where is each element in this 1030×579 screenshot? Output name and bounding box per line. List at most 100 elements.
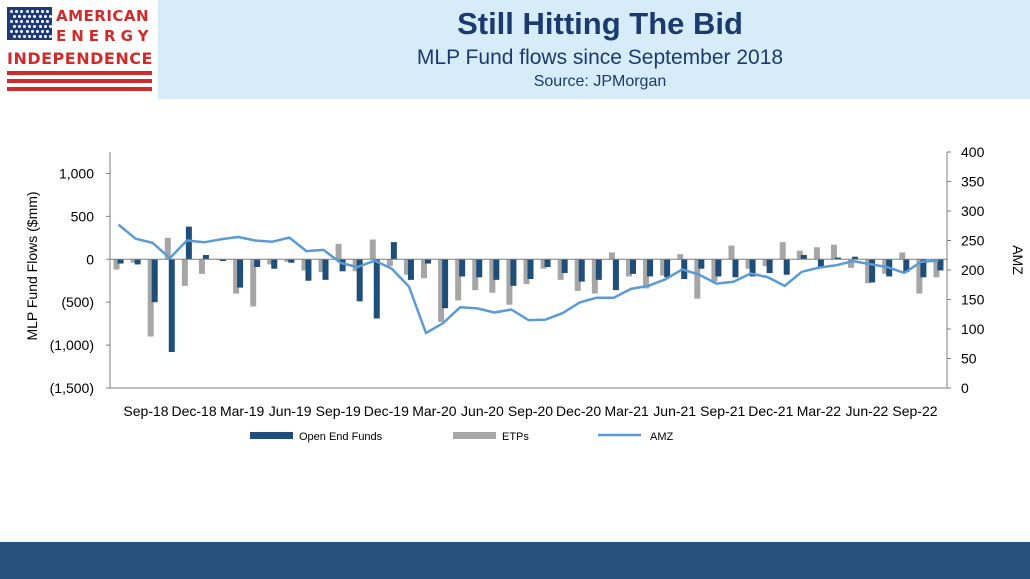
logo-line-3: INDEPENDENCE — [7, 49, 153, 68]
flag-star — [33, 25, 37, 28]
open-end-bar — [407, 259, 414, 280]
flag-star — [43, 15, 47, 18]
legend-swatch-etps — [453, 432, 496, 439]
etp-bar — [267, 259, 274, 265]
etp-bar — [198, 259, 205, 274]
etp-bar — [762, 259, 769, 267]
source-note: Source: JPMorgan — [533, 73, 667, 90]
flag-star — [46, 10, 50, 13]
x-tick-label: Mar-19 — [220, 403, 265, 419]
amz-line-group — [117, 223, 939, 335]
open-end-bar — [595, 259, 602, 280]
logo: AMERICAN ENERGY INDEPENDENCE — [0, 0, 158, 99]
flag-star — [33, 15, 37, 18]
flag-star — [20, 30, 24, 33]
flag-star — [38, 25, 42, 28]
flag-star — [41, 30, 45, 33]
y2-tick-label: 350 — [961, 174, 985, 190]
etp-bar — [250, 259, 257, 307]
legend-label-etps: ETPs — [502, 431, 529, 443]
y-tick-label: (500) — [61, 294, 94, 310]
header-band — [0, 0, 1030, 99]
open-end-bar — [510, 259, 517, 286]
flag-star — [36, 10, 39, 13]
etp-bar — [728, 245, 735, 260]
flag-star — [46, 20, 50, 23]
open-end-bar — [647, 259, 654, 277]
etp-bar — [677, 254, 684, 260]
etp-bar — [523, 259, 530, 285]
y2-tick-label: 150 — [961, 292, 985, 308]
etp-bar — [472, 259, 479, 291]
flag-star — [43, 25, 47, 28]
x-tick-label: Dec-19 — [364, 403, 409, 419]
open-end-bar — [288, 259, 295, 263]
etp-bar — [557, 259, 564, 280]
flag-star — [12, 25, 16, 28]
flag-star — [20, 10, 24, 13]
y-axis-label: MLP Fund Flows ($mm) — [24, 191, 40, 340]
open-end-bar — [698, 259, 705, 269]
flag-star — [49, 15, 52, 18]
etp-bar — [421, 259, 428, 279]
y-tick-label: 1,000 — [59, 165, 94, 181]
open-end-bar — [220, 259, 227, 261]
etp-bar — [181, 259, 188, 286]
etp-bar — [369, 239, 376, 260]
etp-bar — [403, 259, 410, 275]
flag-star — [10, 30, 13, 33]
ticks-group: 1,0005000(500)(1,000)(1,500)400350300250… — [50, 144, 985, 419]
flag-star — [23, 25, 26, 28]
open-end-bar — [254, 259, 261, 267]
y2-tick-label: 200 — [961, 262, 985, 278]
etp-bar — [916, 259, 923, 294]
etp-bar — [848, 259, 855, 268]
x-tick-label: Sep-21 — [700, 403, 745, 419]
open-end-bar — [664, 259, 671, 278]
amz-line — [117, 223, 939, 335]
open-end-bar — [578, 259, 585, 282]
flag-star — [25, 30, 29, 33]
etp-bar — [574, 259, 581, 292]
flag-star — [20, 20, 24, 23]
flag-star — [49, 25, 52, 28]
open-end-bar — [834, 257, 841, 260]
etp-bar — [284, 259, 291, 262]
open-end-bar — [168, 259, 175, 352]
etp-bar — [796, 250, 803, 260]
x-tick-label: Sep-19 — [316, 403, 361, 419]
open-end-bar — [134, 259, 141, 265]
y2-tick-label: 250 — [961, 233, 985, 249]
logo-stripe — [7, 71, 152, 75]
etp-bar — [694, 259, 701, 299]
flag-star — [36, 20, 39, 23]
flag-star — [17, 15, 21, 18]
open-end-bar — [305, 259, 312, 281]
open-end-bar — [202, 254, 209, 260]
etp-bar — [113, 259, 120, 270]
etp-bar — [745, 259, 752, 269]
x-tick-label: Dec-21 — [748, 403, 793, 419]
logo-stripe — [7, 79, 152, 83]
x-tick-label: Sep-18 — [123, 403, 168, 419]
page-subtitle: MLP Fund flows since September 2018 — [416, 46, 784, 69]
y2-tick-label: 300 — [961, 203, 985, 219]
flag-star — [41, 10, 45, 13]
open-end-bar — [151, 259, 158, 303]
flag-star — [49, 35, 52, 38]
open-end-bar — [869, 259, 876, 283]
x-tick-label: Dec-20 — [556, 403, 601, 419]
etp-bar — [455, 259, 462, 301]
etp-bar — [318, 259, 325, 273]
flag-star — [15, 30, 19, 33]
flag-star — [12, 35, 16, 38]
etp-bar — [865, 259, 872, 284]
etp-bar — [643, 259, 650, 289]
flag-star — [28, 25, 32, 28]
flag-star — [33, 35, 37, 38]
etp-bar — [779, 242, 786, 260]
etp-bar — [335, 243, 342, 260]
open-end-bar — [903, 259, 910, 273]
open-end-bar — [527, 259, 534, 280]
